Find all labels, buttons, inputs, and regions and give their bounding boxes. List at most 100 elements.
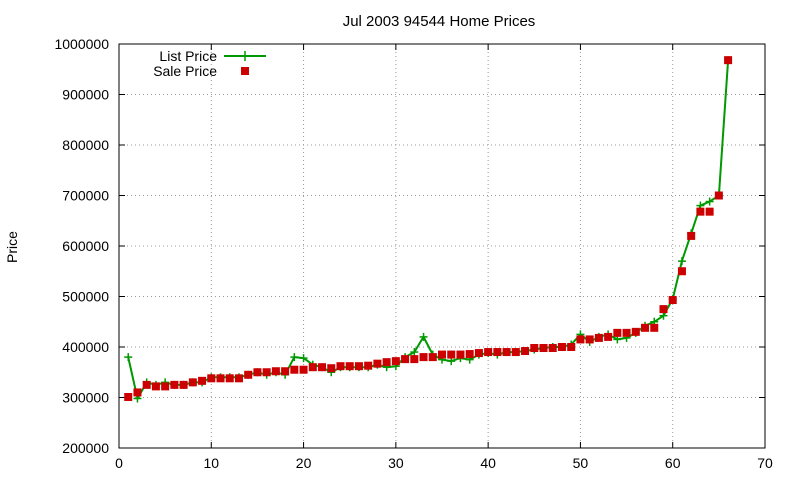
- x-tick-label: 40: [480, 455, 496, 471]
- legend-swatch-sale-price: [241, 67, 249, 75]
- x-tick-label: 0: [115, 455, 123, 471]
- y-tick-label: 400000: [62, 339, 109, 355]
- list-price-point: [299, 354, 308, 363]
- list-price-point: [124, 353, 133, 362]
- list-price-point: [419, 332, 428, 341]
- sale-price-point: [438, 350, 446, 359]
- sale-price-point: [262, 368, 271, 377]
- sale-price-point: [511, 348, 520, 357]
- sale-price-point: [567, 343, 576, 351]
- y-tick-label: 1000000: [54, 36, 109, 52]
- sale-price-point: [290, 365, 299, 374]
- sale-price-point: [622, 328, 631, 337]
- sale-price-point: [345, 362, 354, 371]
- sale-price-point: [373, 359, 382, 368]
- sale-price-point: [299, 365, 308, 374]
- x-tick-label: 10: [203, 455, 219, 471]
- sale-price-point: [724, 56, 733, 65]
- sale-price-point: [650, 323, 659, 332]
- sale-price-point: [576, 335, 585, 344]
- sale-price-point: [142, 380, 151, 389]
- sale-price-point: [447, 350, 456, 359]
- sale-price-point: [207, 374, 216, 383]
- x-tick-label: 20: [296, 455, 312, 471]
- sale-price-point: [391, 357, 400, 366]
- legend-swatch-list-price: [224, 51, 266, 61]
- y-tick-label: 200000: [62, 440, 109, 456]
- list-price-point: [705, 197, 714, 206]
- chart-title: Jul 2003 94544 Home Prices: [343, 13, 536, 30]
- series-line-list-price: [127, 60, 730, 400]
- list-price-point: [677, 257, 686, 266]
- sale-price-point: [705, 207, 714, 216]
- sale-price-point: [308, 363, 317, 372]
- sale-price-point: [271, 367, 280, 376]
- legend-label-sale-price: Sale Price: [153, 63, 217, 79]
- list-price-point: [410, 348, 419, 357]
- grid-lines: [119, 44, 765, 448]
- sale-price-point: [253, 368, 262, 377]
- sale-price-point: [354, 362, 363, 371]
- x-tick-label: 30: [388, 455, 404, 471]
- sale-price-point: [124, 392, 133, 401]
- sale-price-point: [687, 231, 696, 240]
- list-price-point: [290, 353, 299, 362]
- sale-price-point: [548, 344, 557, 353]
- y-tick-label: 900000: [62, 87, 109, 103]
- legend: List Price Sale Price: [153, 48, 266, 79]
- sale-price-point: [659, 305, 668, 314]
- sale-price-point: [465, 350, 474, 359]
- sale-price-point: [677, 267, 686, 276]
- sale-price-point: [188, 378, 197, 387]
- sale-price-point: [151, 382, 160, 391]
- y-tick-label: 800000: [62, 137, 109, 153]
- x-tick-label: 60: [665, 455, 681, 471]
- sale-price-point: [539, 344, 548, 353]
- sale-price-point: [484, 348, 493, 357]
- series-layer: [124, 56, 733, 403]
- sale-price-point: [281, 367, 290, 376]
- sale-price-point: [585, 335, 594, 344]
- sale-price-point: [133, 388, 142, 397]
- sale-price-point: [179, 380, 188, 389]
- sale-price-point: [364, 361, 373, 370]
- sale-price-point: [604, 332, 613, 341]
- sale-price-point: [428, 353, 437, 362]
- sale-price-point: [557, 343, 566, 351]
- sale-price-point: [641, 323, 650, 332]
- y-tick-label: 300000: [62, 390, 109, 406]
- sale-price-point: [327, 364, 336, 373]
- plot-frame: [118, 43, 766, 449]
- y-tick-label: 600000: [62, 238, 109, 254]
- sale-price-point: [216, 374, 225, 383]
- sale-price-point: [244, 370, 253, 379]
- sale-price-point: [170, 380, 179, 389]
- x-tick-label: 50: [573, 455, 589, 471]
- sale-price-point: [594, 333, 603, 342]
- sale-price-point: [474, 349, 483, 358]
- y-tick-label: 500000: [62, 289, 109, 305]
- sale-price-point: [336, 362, 345, 371]
- sale-price-point: [225, 374, 234, 383]
- sale-price-point: [198, 376, 207, 385]
- sale-price-point: [318, 363, 327, 372]
- y-axis-label: Price: [4, 231, 20, 263]
- sale-price-point: [410, 355, 419, 364]
- sale-price-point: [419, 353, 428, 362]
- sale-price-point: [668, 296, 677, 305]
- sale-price-point: [493, 348, 502, 357]
- x-tick-labels: 0 10 20 30 40 50 60 70: [115, 455, 773, 471]
- sale-price-point: [401, 355, 410, 364]
- legend-label-list-price: List Price: [159, 48, 217, 64]
- sale-price-point: [613, 328, 622, 337]
- sale-price-point: [382, 358, 391, 367]
- sale-price-point: [234, 374, 243, 383]
- sale-price-point: [714, 191, 723, 200]
- sale-price-point: [456, 350, 465, 359]
- sale-price-point: [696, 207, 705, 216]
- y-tick-label: 700000: [62, 188, 109, 204]
- sale-price-point: [521, 347, 530, 356]
- sale-price-point: [530, 344, 539, 353]
- sale-price-point: [502, 348, 511, 357]
